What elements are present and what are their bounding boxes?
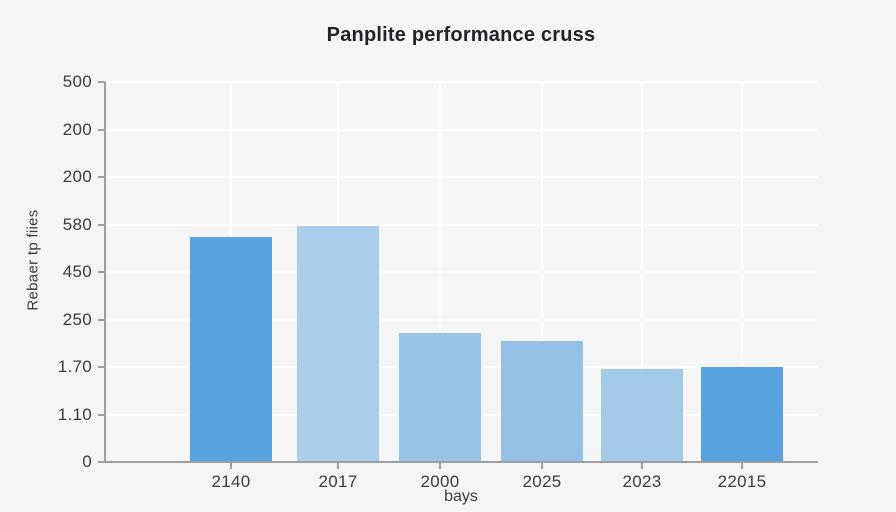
x-tick-label: 2017	[318, 472, 358, 491]
x-tick-label: 2140	[211, 472, 251, 491]
y-tick-mark	[98, 366, 105, 368]
gridline-vertical	[439, 82, 441, 462]
bar-2023	[601, 369, 683, 461]
x-axis-line	[104, 461, 818, 463]
gridline-horizontal	[105, 176, 817, 178]
gridline-horizontal	[105, 81, 817, 83]
y-axis-line	[104, 82, 106, 463]
gridline-horizontal	[105, 223, 817, 226]
bar-2000	[399, 333, 481, 461]
plot-area	[105, 81, 817, 462]
x-tick-label: 22015	[717, 472, 767, 491]
x-tick-label: 2023	[622, 472, 662, 491]
y-tick-mark	[98, 461, 105, 463]
gridline-vertical	[541, 82, 543, 462]
y-tick-label: 0	[82, 452, 92, 471]
gridline-vertical	[641, 82, 643, 462]
y-tick-label: 250	[62, 309, 92, 329]
y-tick-mark	[98, 176, 105, 178]
y-axis-title-text: Rebaer tp fiies	[24, 209, 42, 311]
y-tick-label: 200	[62, 119, 92, 139]
y-tick-label: 500	[62, 72, 92, 91]
gridline-horizontal	[105, 318, 817, 321]
bar-2017	[297, 226, 379, 461]
x-tick-label: 2000	[420, 472, 460, 491]
y-tick-label: 1.70	[57, 357, 92, 376]
chart-title: Panplite performance cruss	[326, 24, 596, 46]
x-axis-title: bays	[444, 488, 478, 505]
y-tick-mark	[98, 223, 105, 226]
x-tick-mark	[741, 462, 743, 469]
y-tick-label: 450	[62, 262, 92, 281]
y-tick-mark	[98, 271, 105, 273]
gridline-horizontal	[105, 128, 817, 131]
gridline-horizontal	[105, 271, 817, 273]
y-tick-mark	[98, 128, 105, 131]
y-tick-label: 1.10	[57, 404, 92, 424]
bar-2025	[501, 341, 583, 461]
y-tick-mark	[98, 318, 105, 321]
y-tick-mark	[98, 81, 105, 83]
y-tick-mark	[98, 413, 105, 416]
x-tick-mark	[230, 462, 232, 469]
bar-22015	[701, 367, 783, 461]
x-tick-label: 2025	[522, 472, 562, 491]
bar-2140	[190, 237, 272, 461]
x-tick-mark	[439, 462, 441, 469]
x-tick-mark	[641, 462, 643, 469]
x-tick-mark	[541, 462, 543, 469]
x-tick-mark	[337, 462, 339, 469]
gridline-vertical	[741, 82, 743, 462]
y-tick-label: 580	[62, 214, 92, 234]
y-tick-label: 200	[62, 167, 92, 186]
